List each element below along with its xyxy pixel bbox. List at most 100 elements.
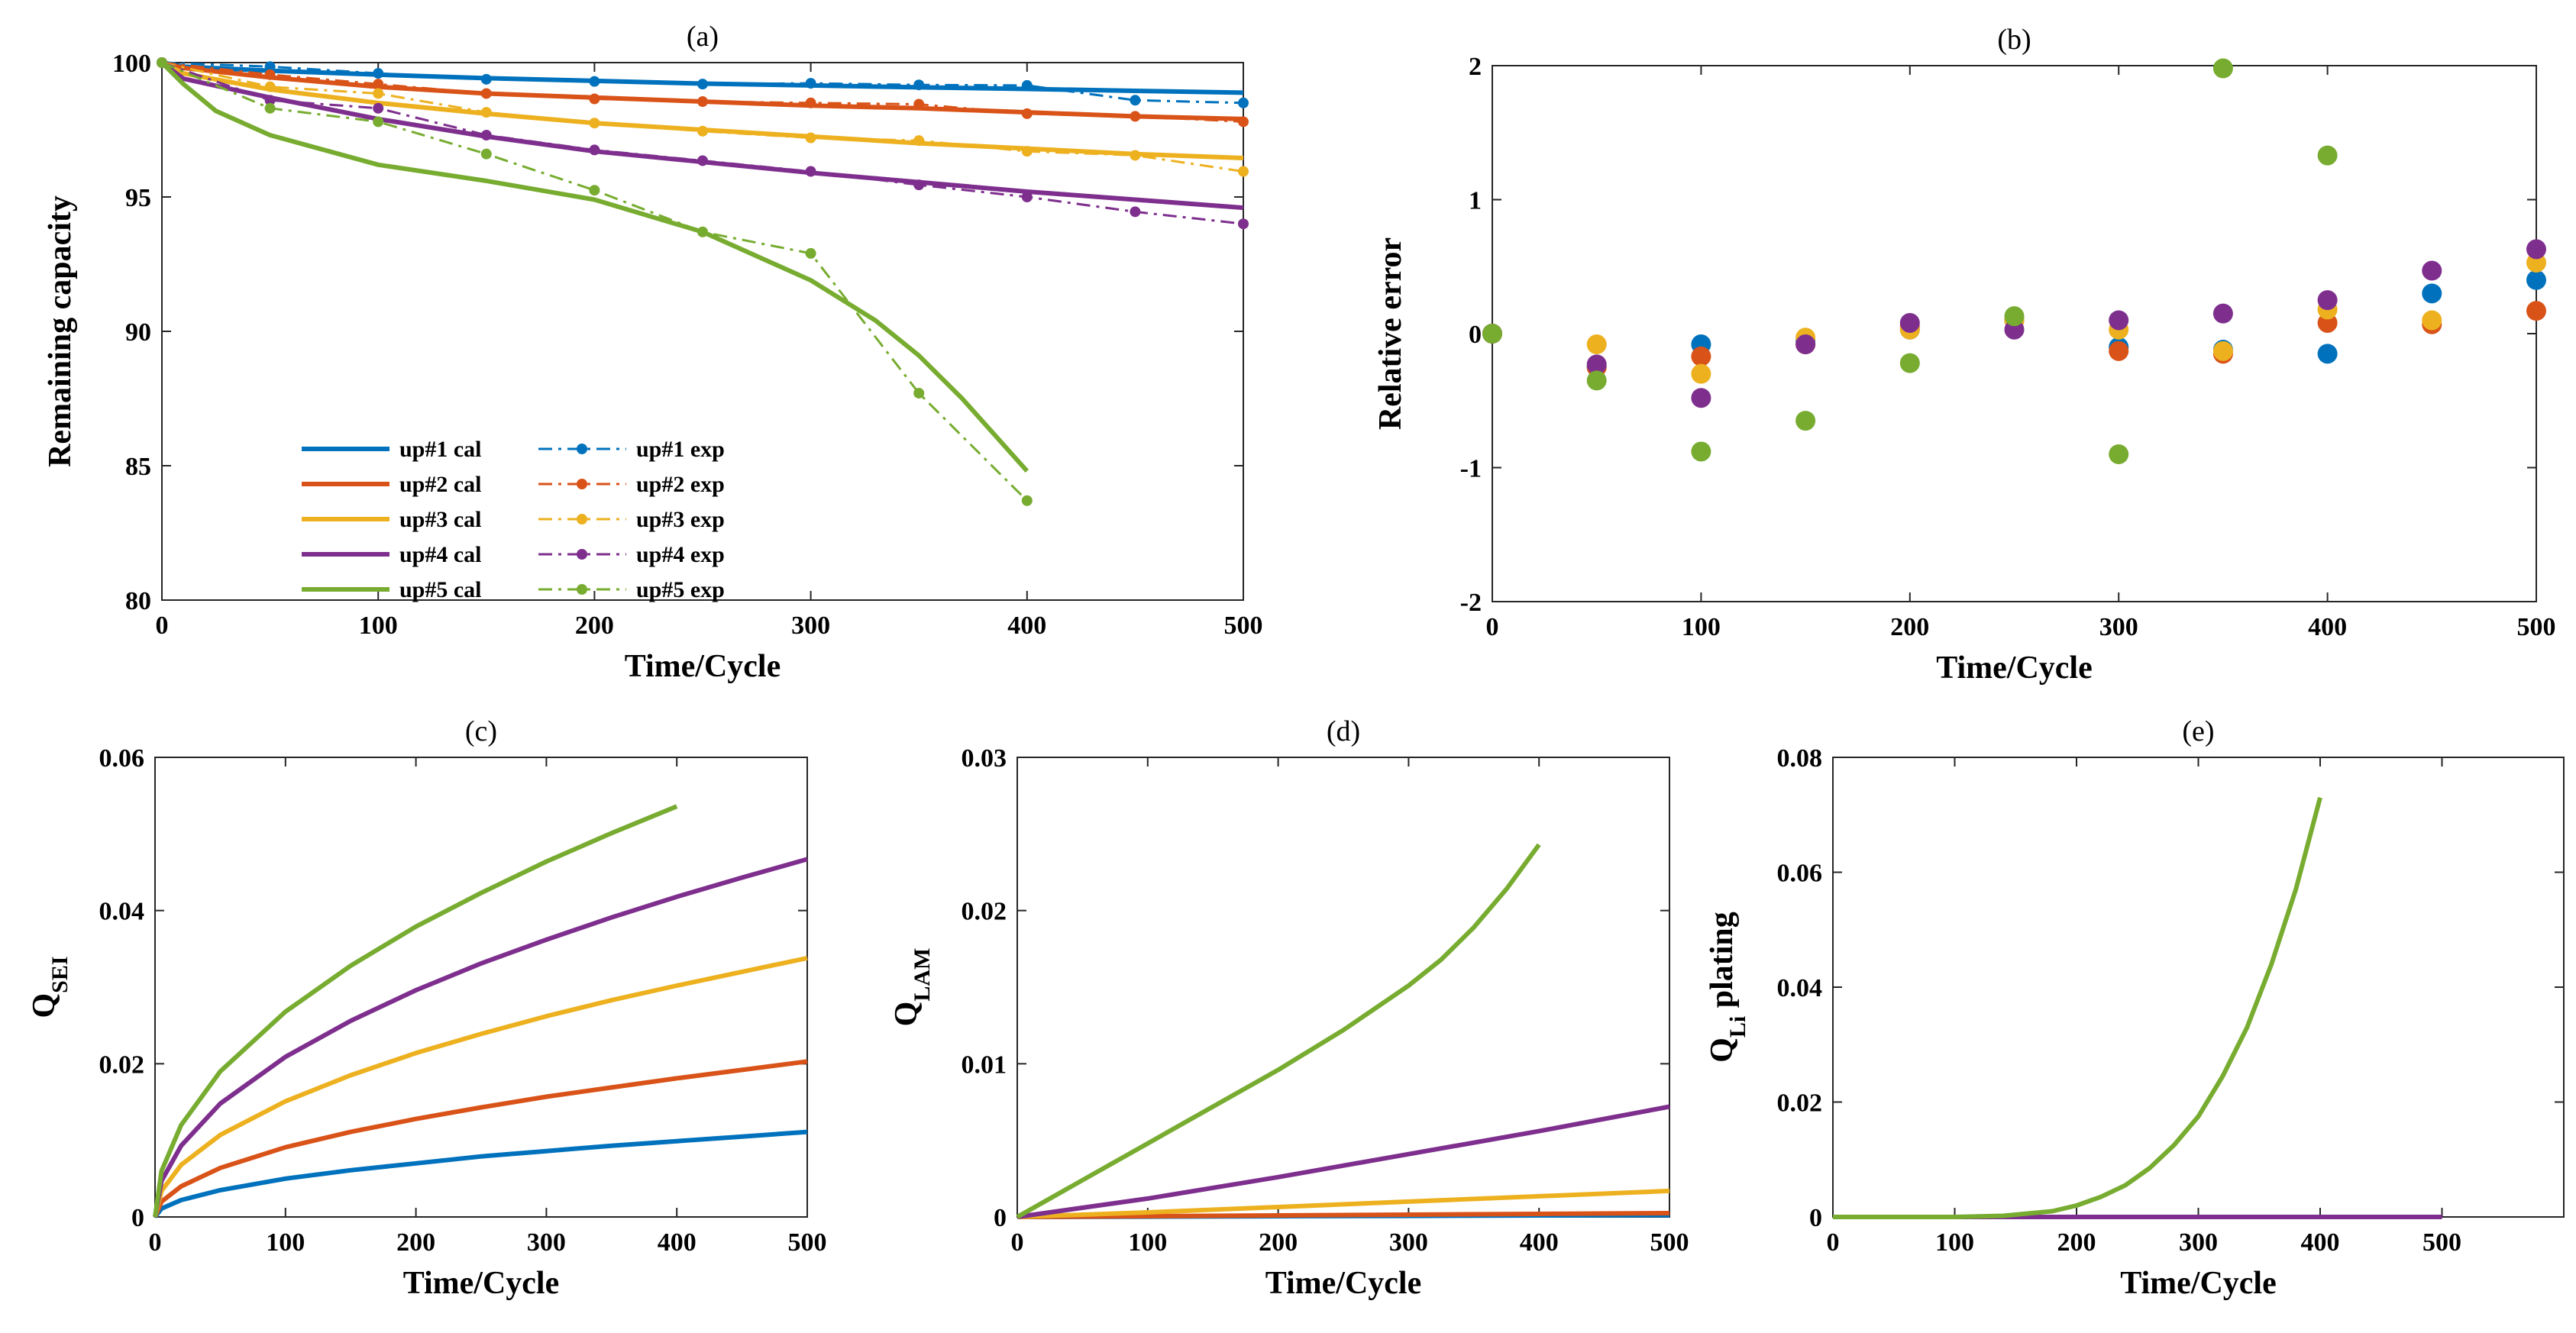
x-axis-label: Time/Cycle xyxy=(2120,1266,2277,1301)
scatter-point-up5 xyxy=(1586,370,1607,391)
series-marker-up1-exp xyxy=(805,78,816,89)
scatter-point-up5 xyxy=(2004,306,2025,327)
legend-entry: up#3 cal xyxy=(399,507,482,532)
scatter-point-up1 xyxy=(2526,270,2546,290)
x-tick-label: 0 xyxy=(1011,1228,1024,1257)
series-marker-up1-exp xyxy=(697,79,708,90)
legend-marker xyxy=(577,549,587,560)
y-tick-label: 90 xyxy=(125,318,151,347)
scatter-point-up3 xyxy=(1586,334,1607,355)
series-marker-up4-exp xyxy=(913,179,925,191)
series-marker-up4-exp xyxy=(1238,218,1249,230)
x-tick-label: 400 xyxy=(658,1228,697,1257)
x-tick-label: 300 xyxy=(2099,613,2138,641)
x-tick-label: 500 xyxy=(788,1228,827,1257)
y-tick-label: 2 xyxy=(1469,53,1482,81)
scatter-point-up1 xyxy=(2317,344,2338,364)
series-marker-up4-exp xyxy=(480,130,492,141)
panel-a-remaining-capacity: 0 100 200 300 400 500 80 85 90 95 100 (a) Time/Cycle… xyxy=(43,21,1263,684)
y-tick-label: 0.08 xyxy=(1777,744,1823,773)
x-tick-label: 0 xyxy=(1827,1228,1840,1257)
x-tick-label: 400 xyxy=(2301,1228,2340,1257)
series-line-up3 xyxy=(1017,1188,1670,1219)
legend-marker xyxy=(577,514,587,524)
scatter-point-up2 xyxy=(2526,301,2546,321)
series-marker-up1-exp xyxy=(1238,97,1249,108)
series-line-up5 xyxy=(153,804,678,1218)
legend-entry: up#1 cal xyxy=(399,437,482,462)
series-marker-up2-exp xyxy=(1238,116,1249,127)
x-tick-label: 300 xyxy=(1389,1228,1428,1257)
series-line-up3-cal xyxy=(160,60,1244,160)
x-tick-label: 300 xyxy=(791,612,830,640)
scatter-point-up5 xyxy=(1795,411,1816,431)
x-tick-label: 300 xyxy=(2179,1228,2218,1257)
x-tick-label: 500 xyxy=(1650,1228,1689,1257)
scatter-point-up1 xyxy=(2422,283,2442,304)
x-tick-label: 400 xyxy=(1007,612,1046,640)
series-marker-up2-exp xyxy=(697,96,708,108)
series-marker-up2-exp xyxy=(1130,111,1141,122)
y-label-main: Q xyxy=(1705,1038,1740,1063)
legend-entry: up#5 cal xyxy=(399,577,482,602)
series-marker-up1-exp xyxy=(1021,79,1033,91)
legend-marker xyxy=(577,584,587,595)
scatter-point-up2 xyxy=(1691,346,1711,366)
series-line-up5 xyxy=(1016,843,1541,1219)
x-axis-label: Time/Cycle xyxy=(403,1266,560,1301)
x-tick-label: 500 xyxy=(2517,613,2556,641)
series-marker-up4-exp xyxy=(1130,206,1141,218)
series-marker-up3-exp xyxy=(805,132,816,144)
series-marker-up4-exp xyxy=(373,102,384,114)
x-tick-label: 100 xyxy=(1682,613,1721,641)
x-tick-label: 400 xyxy=(2308,613,2347,641)
y-tick-label: 0.06 xyxy=(1777,860,1823,888)
scatter-point-up3 xyxy=(2422,310,2442,331)
x-tick-label: 0 xyxy=(156,612,169,640)
series-marker-up3-exp xyxy=(1238,166,1249,177)
series-marker-up5-exp xyxy=(589,185,600,196)
legend-entry: up#3 exp xyxy=(636,507,725,532)
series-line-up5-cal xyxy=(160,60,1029,473)
x-tick-label: 200 xyxy=(1890,613,1929,641)
scatter-point-up4 xyxy=(2422,260,2442,281)
scatter-point-up4 xyxy=(2212,303,2233,324)
series-marker-up2-exp xyxy=(805,97,816,108)
y-tick-label: -2 xyxy=(1460,589,1482,617)
series-marker-up2-exp xyxy=(913,98,925,110)
series-marker-up3-exp xyxy=(1130,150,1141,161)
series-marker-up4-exp xyxy=(264,95,276,106)
series-marker-up2-exp xyxy=(480,88,492,99)
x-tick-label: 200 xyxy=(575,612,614,640)
y-tick-label: -1 xyxy=(1460,455,1482,483)
series-line-up3-exp xyxy=(161,61,1244,173)
series-marker-up4-exp xyxy=(1021,192,1033,202)
panel-title: (e) xyxy=(2182,715,2214,747)
series-line-up2-cal xyxy=(161,60,1244,121)
y-tick-label: 0.03 xyxy=(962,744,1007,773)
x-tick-label: 0 xyxy=(149,1228,162,1257)
panel-title: (d) xyxy=(1327,715,1360,747)
panel-d-q-lam: 0 100 200 300 400 500 0 0.01 0.02 0.03 (d) Time/Cyc… xyxy=(889,715,1689,1301)
series-marker-up1-exp xyxy=(480,73,492,85)
series-line-up1-exp xyxy=(161,61,1244,105)
y-axis-label: QLi plating xyxy=(1705,912,1750,1063)
scatter-point-up5 xyxy=(2109,444,2129,464)
series-marker-up5-exp xyxy=(480,148,492,160)
scatter-point-up4 xyxy=(2109,310,2129,331)
x-tick-label: 500 xyxy=(2422,1228,2461,1257)
series-line-up3 xyxy=(153,955,808,1218)
y-tick-label: 85 xyxy=(125,453,151,481)
scatter-point-up4 xyxy=(1586,354,1607,375)
series-marker-up1-exp xyxy=(1130,95,1141,106)
panel-title: (b) xyxy=(1997,24,2031,56)
panel-e-frame xyxy=(1832,757,2565,1218)
series-marker-up2-exp xyxy=(264,69,276,80)
y-tick-label: 0.04 xyxy=(99,898,145,926)
scatter-point-up5 xyxy=(2317,145,2338,166)
series-marker-up5-exp xyxy=(913,387,925,399)
y-tick-label: 0.02 xyxy=(99,1051,145,1079)
y-axis-label: Remaining capacity xyxy=(43,195,78,467)
scatter-point-up4 xyxy=(1691,388,1711,408)
